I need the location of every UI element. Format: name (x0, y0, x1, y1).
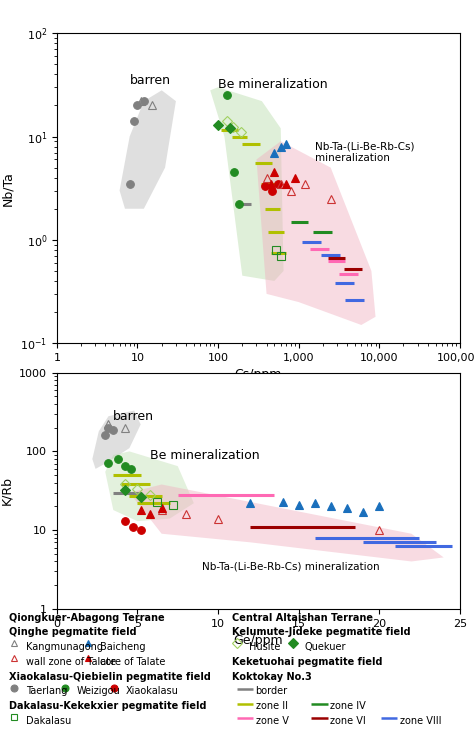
Text: Xiaokalasu: Xiaokalasu (126, 686, 178, 697)
Text: zone V: zone V (255, 716, 289, 726)
Text: Central Altaishan Terrane: Central Altaishan Terrane (232, 613, 374, 623)
Text: Quekuer: Quekuer (304, 642, 346, 652)
Text: Qinghe pegmatite field: Qinghe pegmatite field (9, 627, 137, 638)
X-axis label: Cs/ppm: Cs/ppm (235, 368, 282, 382)
Polygon shape (119, 90, 176, 209)
Text: barren: barren (130, 74, 171, 87)
Text: Dakalasu-Kekekxier pegmatite field: Dakalasu-Kekekxier pegmatite field (9, 701, 207, 711)
Text: barren: barren (113, 410, 154, 423)
Polygon shape (256, 141, 375, 325)
Text: core of Talate: core of Talate (100, 657, 165, 667)
Text: wall zone of Talate: wall zone of Talate (26, 657, 116, 667)
Text: border: border (255, 686, 288, 697)
Text: Keketuohai pegmatite field: Keketuohai pegmatite field (232, 657, 383, 667)
Polygon shape (210, 87, 283, 281)
Text: zone VI: zone VI (330, 716, 365, 726)
Text: Nb-Ta-(Li-Be-Rb-Cs) mineralization: Nb-Ta-(Li-Be-Rb-Cs) mineralization (202, 561, 380, 571)
Text: Xiaokalasu-Qiebielin pegmatite field: Xiaokalasu-Qiebielin pegmatite field (9, 672, 211, 682)
Text: Nb-Ta-(Li-Be-Rb-Cs)
mineralization: Nb-Ta-(Li-Be-Rb-Cs) mineralization (315, 142, 415, 163)
Text: Be mineralization: Be mineralization (218, 77, 328, 91)
Text: Baicheng: Baicheng (100, 642, 146, 652)
Polygon shape (129, 484, 444, 562)
Text: Koktokay No.3: Koktokay No.3 (232, 672, 312, 682)
Text: Husite: Husite (248, 642, 280, 652)
Text: Be mineralization: Be mineralization (150, 449, 260, 461)
Y-axis label: Nb/Ta: Nb/Ta (1, 170, 15, 206)
Text: Dakalasu: Dakalasu (26, 716, 71, 726)
Text: Kangmunagong: Kangmunagong (26, 642, 103, 652)
Text: Qiongkuer-Abagong Terrane: Qiongkuer-Abagong Terrane (9, 613, 165, 623)
Text: Taerlang: Taerlang (26, 686, 67, 697)
Text: Kelumute-Jideke pegmatite field: Kelumute-Jideke pegmatite field (232, 627, 411, 638)
Y-axis label: K/Rb: K/Rb (0, 476, 14, 506)
Text: zone IV: zone IV (330, 701, 365, 711)
X-axis label: Ge/ppm: Ge/ppm (234, 634, 283, 647)
Text: zone VIII: zone VIII (400, 716, 441, 726)
Polygon shape (92, 410, 141, 469)
Text: Weizigou: Weizigou (77, 686, 120, 697)
Text: zone II: zone II (255, 701, 288, 711)
Polygon shape (105, 452, 194, 521)
